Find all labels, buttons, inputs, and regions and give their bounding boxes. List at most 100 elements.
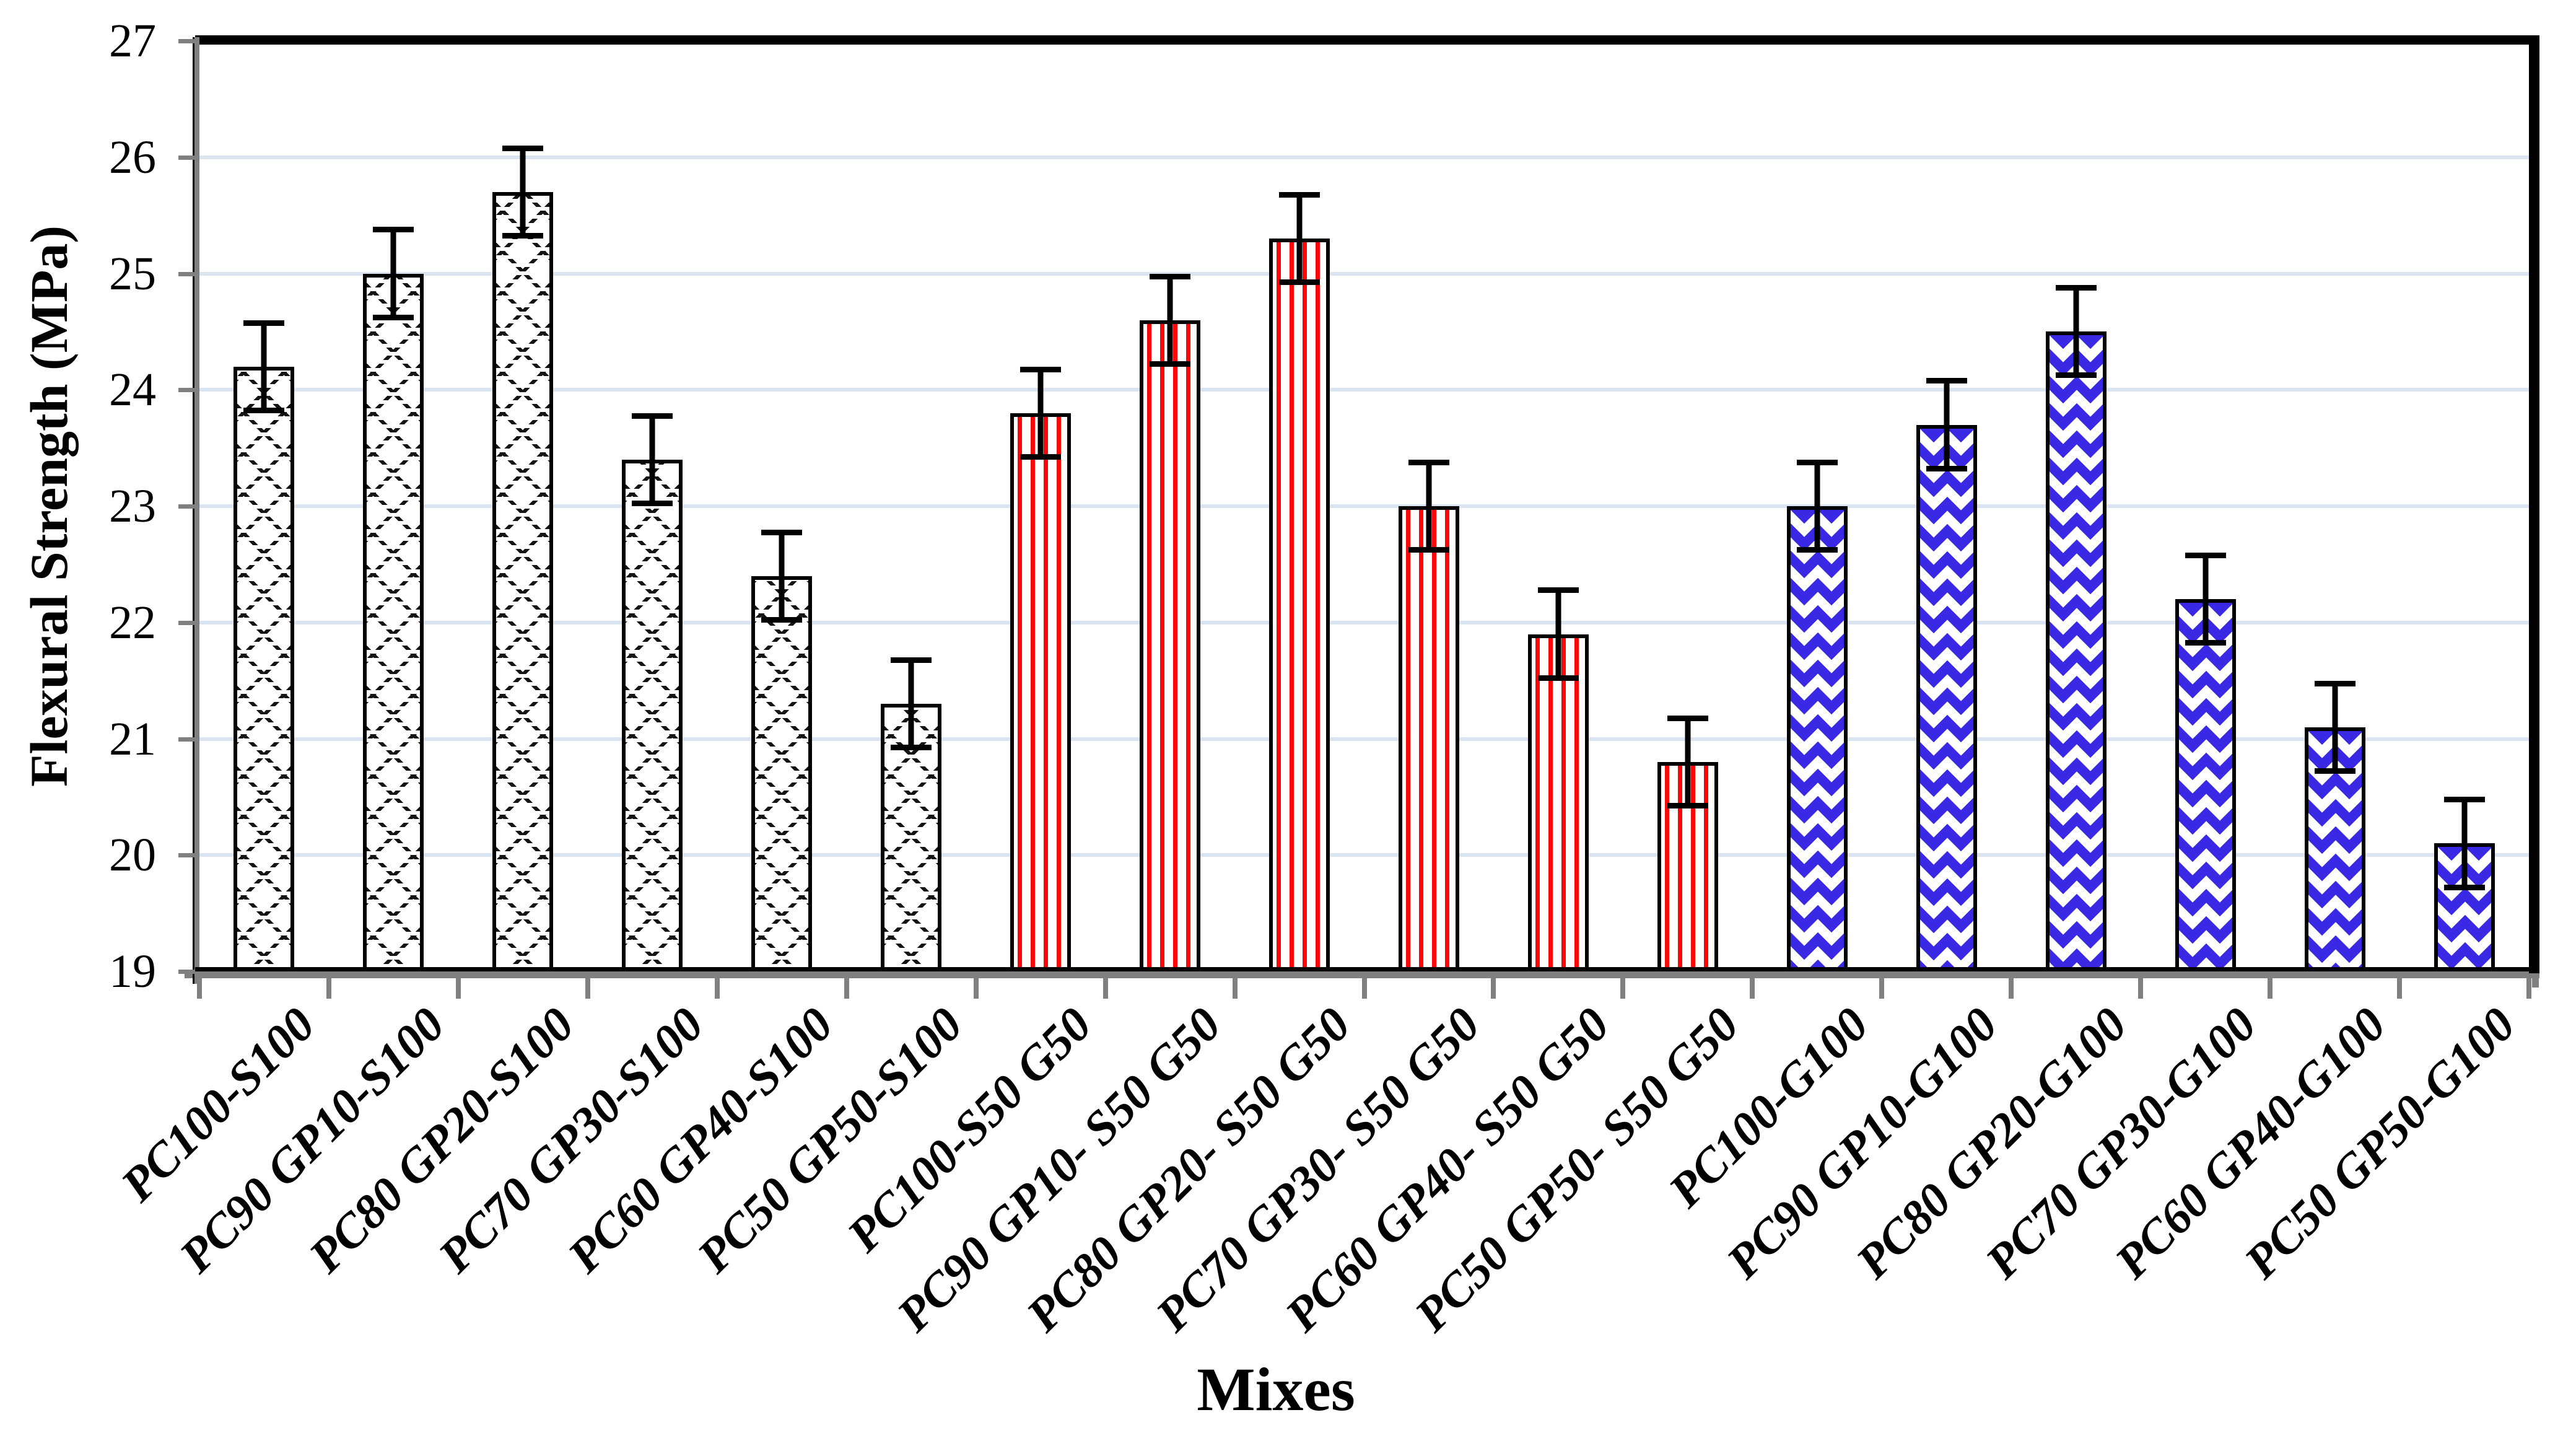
y-tick-25 xyxy=(178,271,194,276)
x-tick-12 xyxy=(1750,971,1755,999)
error-bar-PC70 GP30-G100 xyxy=(2185,553,2226,646)
error-bar-line xyxy=(1296,192,1303,286)
error-bar-line xyxy=(1426,459,1432,553)
y-tick-24 xyxy=(178,388,194,393)
y-tick-label-22: 22 xyxy=(109,596,156,649)
y-tick-26 xyxy=(178,155,194,160)
y-tick-label-19: 19 xyxy=(109,945,156,997)
bar-PC90 GP10- S50 G50 xyxy=(1140,320,1201,971)
x-tick-5 xyxy=(844,971,849,999)
error-bar-PC50 GP50- S50 G50 xyxy=(1667,715,1708,809)
plot-border-right xyxy=(2529,35,2539,973)
error-bar-line xyxy=(779,529,785,623)
error-bar-cap-top xyxy=(2314,680,2356,686)
error-bar-cap-top xyxy=(1020,366,1062,372)
x-axis-title: Mixes xyxy=(1197,1355,1355,1424)
bar-PC70 GP30- S50 G50 xyxy=(1398,506,1459,971)
x-tick-7 xyxy=(1102,971,1108,999)
plot-area xyxy=(199,41,2529,971)
error-bar-line xyxy=(1037,366,1044,460)
error-bar-cap-bottom xyxy=(1926,465,1967,471)
x-tick-8 xyxy=(1232,971,1238,999)
y-tick-label-20: 20 xyxy=(109,829,156,882)
error-bar-cap-bottom xyxy=(2314,768,2356,774)
error-bar-PC90 GP10-G100 xyxy=(1926,378,1967,471)
x-tick-15 xyxy=(2138,971,2144,999)
error-bar-line xyxy=(1944,378,1950,471)
y-tick-label-24: 24 xyxy=(109,364,156,416)
error-bar-cap-bottom xyxy=(1667,803,1708,809)
gridline-25 xyxy=(199,271,2529,276)
gridline-26 xyxy=(199,155,2529,159)
error-bar-cap-top xyxy=(632,413,673,419)
error-bar-cap-top xyxy=(243,320,285,326)
error-bar-cap-top xyxy=(761,529,803,535)
error-bar-cap-bottom xyxy=(761,616,803,623)
error-bar-cap-bottom xyxy=(1020,454,1062,460)
error-bar-cap-bottom xyxy=(373,314,414,320)
error-bar-cap-top xyxy=(2443,797,2485,803)
x-axis-line xyxy=(195,967,2539,971)
error-bar-cap-bottom xyxy=(1279,279,1321,286)
bar-PC60 GP40-S100 xyxy=(751,576,813,971)
bar-PC50 GP50-S100 xyxy=(881,704,942,971)
bar-PC90 GP10-S100 xyxy=(363,273,424,971)
error-bar-PC60 GP40- S50 G50 xyxy=(1537,587,1579,681)
y-tick-21 xyxy=(178,737,194,742)
error-bar-PC100-G100 xyxy=(1796,459,1838,553)
bar-PC100-S50 G50 xyxy=(1010,413,1072,971)
bar-PC100-S100 xyxy=(234,366,295,971)
error-bar-cap-top xyxy=(1796,459,1838,465)
bar-PC70 GP30-S100 xyxy=(622,459,683,971)
error-bar-cap-bottom xyxy=(1537,675,1579,681)
x-tick-9 xyxy=(1361,971,1367,999)
error-bar-cap-bottom xyxy=(1408,547,1449,553)
x-axis-shadow-corner xyxy=(2532,971,2539,988)
error-bar-line xyxy=(390,227,396,320)
error-bar-cap-bottom xyxy=(502,233,544,239)
y-tick-22 xyxy=(178,620,194,625)
y-tick-label-25: 25 xyxy=(109,247,156,300)
error-bar-cap-bottom xyxy=(2443,884,2485,890)
y-tick-label-26: 26 xyxy=(109,131,156,183)
error-bar-cap-top xyxy=(2055,285,2097,291)
error-bar-line xyxy=(2203,553,2209,646)
error-bar-PC50 GP50-G100 xyxy=(2443,797,2485,890)
error-bar-cap-top xyxy=(2185,553,2226,559)
x-tick-17 xyxy=(2397,971,2403,999)
error-bar-line xyxy=(1685,715,1691,809)
x-tick-4 xyxy=(714,971,720,999)
error-bar-PC50 GP50-S100 xyxy=(891,657,932,751)
error-bar-cap-bottom xyxy=(1796,547,1838,553)
y-tick-label-27: 27 xyxy=(109,15,156,67)
error-bar-cap-top xyxy=(1408,459,1449,465)
error-bar-cap-top xyxy=(1926,378,1967,384)
error-bar-cap-top xyxy=(1279,192,1321,198)
error-bar-PC80 GP20-S100 xyxy=(502,145,544,239)
error-bar-line xyxy=(520,145,526,239)
error-bar-PC70 GP30-S100 xyxy=(632,413,673,506)
bar-PC70 GP30-G100 xyxy=(2175,599,2236,971)
gridline-24 xyxy=(199,388,2529,392)
x-tick-0 xyxy=(197,971,202,999)
y-tick-23 xyxy=(178,504,194,509)
error-bar-PC100-S50 G50 xyxy=(1020,366,1062,460)
error-bar-PC90 GP10-S100 xyxy=(373,227,414,320)
y-axis-line xyxy=(193,37,199,984)
error-bar-cap-bottom xyxy=(1150,361,1191,367)
bar-PC60 GP40- S50 G50 xyxy=(1527,634,1589,971)
x-tick-18 xyxy=(2526,971,2531,999)
error-bar-cap-top xyxy=(502,145,544,151)
gridline-23 xyxy=(199,504,2529,508)
x-tick-11 xyxy=(1620,971,1626,999)
bar-PC80 GP20- S50 G50 xyxy=(1269,239,1330,971)
x-axis-shadow xyxy=(185,971,2539,978)
bar-PC100-G100 xyxy=(1786,506,1848,971)
error-bar-line xyxy=(1167,273,1173,367)
y-tick-27 xyxy=(178,39,194,43)
error-bar-line xyxy=(2332,680,2338,774)
error-bar-PC70 GP30- S50 G50 xyxy=(1408,459,1449,553)
error-bar-line xyxy=(2073,285,2079,379)
plot-border-top xyxy=(195,35,2539,45)
